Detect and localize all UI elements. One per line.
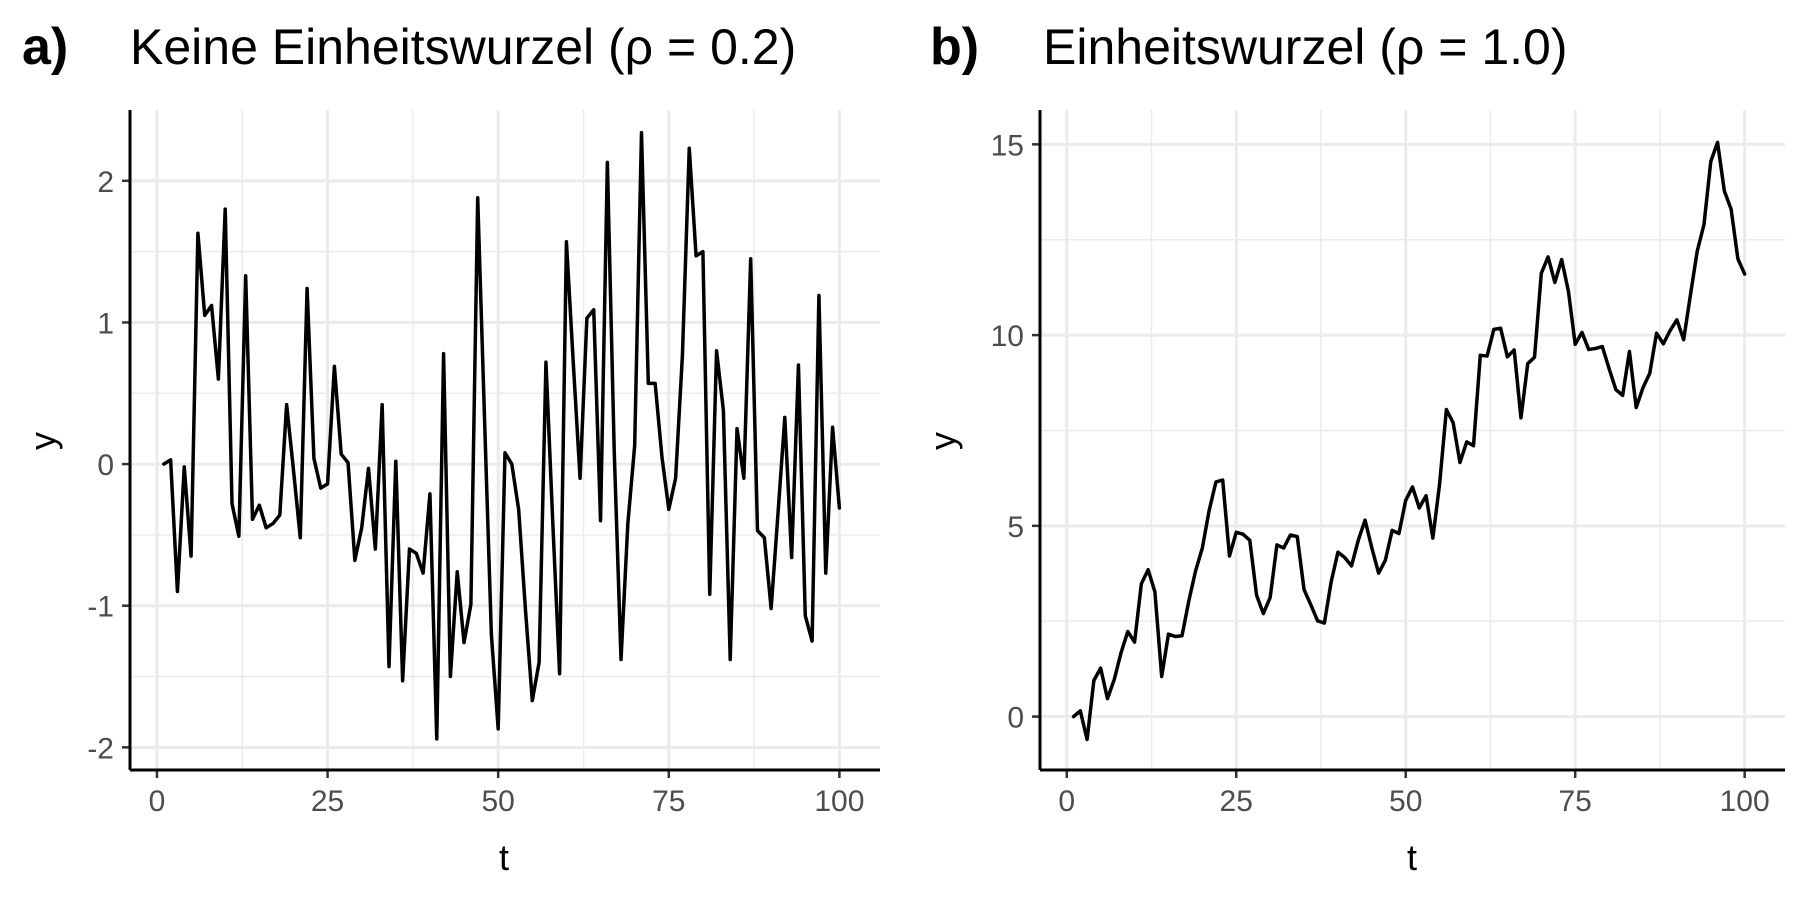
x-tick-label: 100 (1720, 785, 1770, 818)
panel-a-y-axis-label: y (22, 432, 63, 450)
panel-a: a) Keine Einheitswurzel (ρ = 0.2) 0 25 50 7… (22, 18, 880, 878)
panel-b-series-line (1071, 140, 1747, 742)
x-tick-label: 100 (814, 785, 864, 818)
x-tick-label: 0 (1058, 785, 1075, 818)
y-tick-label: 2 (97, 166, 114, 199)
x-tick-label: 50 (481, 785, 514, 818)
panel-b-y-axis-label: y (922, 432, 963, 450)
y-tick-label: -1 (87, 591, 114, 624)
y-tick-label: 0 (97, 449, 114, 482)
panel-a-title: Keine Einheitswurzel (ρ = 0.2) (130, 19, 796, 75)
x-tick-label: 75 (1559, 785, 1592, 818)
y-tick-label: -2 (87, 732, 114, 765)
y-tick-label: 5 (1007, 511, 1024, 544)
y-tick-label: 1 (97, 307, 114, 340)
x-tick-label: 25 (1220, 785, 1253, 818)
x-tick-label: 0 (149, 785, 166, 818)
panel-a-plot-area: 0 25 50 75 100 -2 -1 0 1 2 (87, 110, 880, 818)
x-tick-label: 50 (1389, 785, 1422, 818)
y-tick-label: 0 (1007, 702, 1024, 735)
panel-b-x-axis-label: t (1407, 837, 1417, 878)
panel-a-x-axis-label: t (499, 837, 509, 878)
y-tick-label: 15 (991, 129, 1024, 162)
x-tick-label: 75 (652, 785, 685, 818)
panel-b: b) Einheitswurzel (ρ = 1.0) 0 25 50 75 100 0 5… (922, 18, 1785, 878)
x-tick-label: 25 (311, 785, 344, 818)
panel-b-plot-area: 0 25 50 75 100 0 5 10 15 (991, 110, 1785, 818)
panel-b-tag: b) (930, 18, 979, 76)
panel-a-tag: a) (22, 18, 68, 76)
panel-b-title: Einheitswurzel (ρ = 1.0) (1043, 19, 1568, 75)
panel-a-series-line (162, 130, 842, 741)
y-tick-label: 10 (991, 320, 1024, 353)
